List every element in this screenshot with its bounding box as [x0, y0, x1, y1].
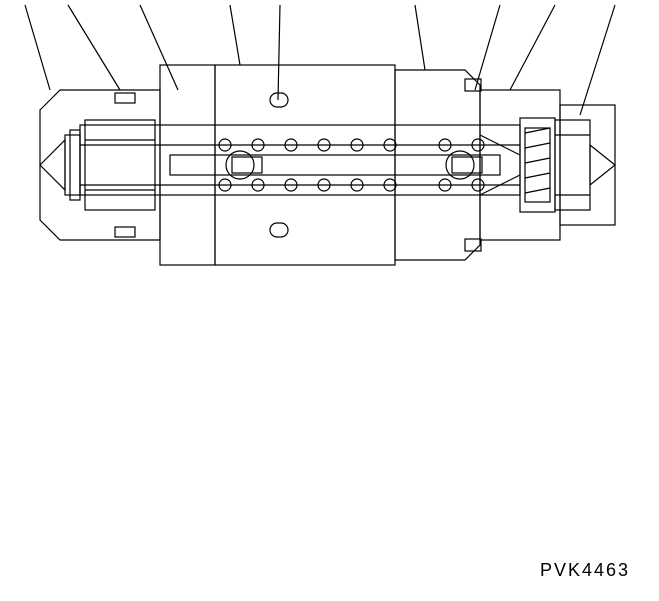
- assembly-drawing: [0, 0, 659, 596]
- part-number-label: PVK4463: [540, 560, 630, 581]
- technical-diagram: PVK4463: [0, 0, 659, 596]
